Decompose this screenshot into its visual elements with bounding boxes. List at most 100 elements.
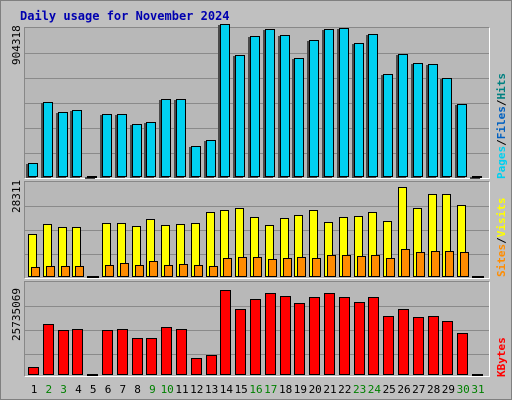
bar-pages-day-3 bbox=[57, 111, 68, 177]
bar-sites-day-15 bbox=[238, 256, 248, 277]
bar-pages-day-23 bbox=[353, 42, 364, 177]
legend-visits-text: Sites/Visits bbox=[495, 198, 508, 278]
bar-pages-day-8 bbox=[131, 123, 142, 177]
bar-kbytes-day-29 bbox=[442, 320, 454, 375]
x-tick-label-day-28: 28 bbox=[426, 383, 441, 396]
bar-kbytes-day-28 bbox=[427, 316, 439, 375]
bar-pages-day-6 bbox=[102, 113, 112, 177]
x-tick-label-day-16: 16 bbox=[249, 383, 263, 396]
bar-pages-day-13 bbox=[205, 139, 216, 177]
x-tick-label-day-26: 26 bbox=[397, 383, 411, 396]
x-tick-label-day-1: 1 bbox=[30, 383, 38, 396]
bar-sites-day-21 bbox=[327, 255, 336, 277]
x-tick-label-day-13: 13 bbox=[204, 383, 219, 396]
bar-pages-day-19 bbox=[294, 57, 305, 177]
bar-kbytes-day-16 bbox=[250, 298, 261, 375]
bar-sites-day-31 bbox=[475, 276, 484, 278]
bar-kbytes-day-14 bbox=[220, 290, 232, 375]
bar-pages-day-5 bbox=[87, 176, 98, 178]
bar-pages-day-10 bbox=[161, 98, 172, 177]
legend-entry-pages: Pages bbox=[495, 145, 508, 179]
bar-pages-day-7 bbox=[116, 113, 127, 177]
legend-entry-files: Files bbox=[495, 106, 508, 140]
bar-kbytes-day-15 bbox=[235, 308, 247, 375]
bar-sites-day-3 bbox=[60, 265, 70, 277]
bar-pages-day-22 bbox=[338, 28, 349, 177]
bar-sites-day-28 bbox=[430, 251, 440, 277]
bar-kbytes-day-3 bbox=[57, 330, 69, 375]
bar-pages-day-11 bbox=[176, 99, 186, 177]
bar-pages-day-29 bbox=[442, 77, 453, 177]
bar-sites-day-17 bbox=[267, 258, 277, 277]
bar-pages-day-15 bbox=[235, 55, 246, 177]
bar-sites-day-6 bbox=[105, 264, 114, 277]
bar-kbytes-day-26 bbox=[398, 309, 409, 375]
legend-entry-sites: Sites bbox=[495, 243, 508, 277]
x-tick-label-day-14: 14 bbox=[219, 383, 234, 396]
bar-sites-day-22 bbox=[341, 254, 351, 277]
chart-title: Daily usage for November 2024 bbox=[20, 9, 230, 23]
legend-entry-kbytes: KBytes bbox=[495, 337, 508, 377]
bar-sites-day-27 bbox=[415, 252, 425, 277]
bar-sites-day-9 bbox=[149, 261, 159, 277]
bar-kbytes-day-2 bbox=[42, 323, 54, 375]
bar-kbytes-day-10 bbox=[161, 326, 173, 375]
x-tick-label-day-21: 21 bbox=[323, 383, 337, 396]
bar-sites-day-23 bbox=[356, 256, 366, 277]
x-tick-label-day-22: 22 bbox=[338, 383, 352, 396]
x-tick-label-day-20: 20 bbox=[308, 383, 322, 396]
bar-kbytes-day-7 bbox=[116, 329, 128, 375]
x-tick-label-day-9: 9 bbox=[149, 383, 156, 396]
bar-kbytes-day-17 bbox=[264, 292, 276, 375]
gridline bbox=[25, 206, 489, 207]
bar-pages-day-24 bbox=[368, 34, 379, 177]
bar-kbytes-day-27 bbox=[412, 316, 424, 375]
x-tick-label-day-29: 29 bbox=[441, 383, 456, 396]
bar-kbytes-day-23 bbox=[353, 302, 365, 375]
legend-separator: / bbox=[495, 237, 508, 244]
legend-hits-text: Pages/Files/Hits bbox=[495, 73, 508, 179]
bar-sites-day-26 bbox=[401, 248, 410, 277]
bar-kbytes-day-22 bbox=[338, 296, 350, 375]
bar-sites-day-2 bbox=[45, 265, 55, 277]
bar-kbytes-day-21 bbox=[324, 292, 335, 375]
bar-kbytes-day-20 bbox=[309, 296, 321, 375]
x-tick-label-day-17: 17 bbox=[264, 383, 278, 396]
x-tick-label-day-25: 25 bbox=[382, 383, 396, 396]
bar-pages-day-17 bbox=[264, 29, 275, 177]
bar-kbytes-day-5 bbox=[87, 374, 99, 376]
bar-sites-day-14 bbox=[223, 257, 233, 277]
bar-pages-day-25 bbox=[383, 74, 394, 177]
x-tick-label-day-2: 2 bbox=[45, 383, 53, 396]
bar-pages-day-27 bbox=[412, 62, 423, 177]
x-tick-label-day-19: 19 bbox=[293, 383, 308, 396]
bar-kbytes-day-1 bbox=[28, 366, 39, 375]
bar-kbytes-day-9 bbox=[146, 338, 158, 375]
bar-kbytes-day-24 bbox=[368, 297, 380, 375]
bar-sites-day-29 bbox=[445, 251, 455, 277]
bar-pages-day-28 bbox=[427, 64, 438, 177]
bar-sites-day-24 bbox=[371, 254, 381, 277]
x-tick-label-day-3: 3 bbox=[60, 383, 67, 396]
legend-separator: / bbox=[495, 99, 508, 107]
bar-pages-day-1 bbox=[28, 162, 38, 177]
bar-kbytes-day-6 bbox=[102, 330, 113, 375]
bar-pages-day-26 bbox=[398, 54, 408, 177]
bar-sites-day-12 bbox=[193, 264, 203, 277]
bar-kbytes-day-25 bbox=[383, 315, 395, 375]
bar-sites-day-7 bbox=[119, 263, 129, 277]
y-max-label-kbytes: 25735069 bbox=[10, 288, 23, 341]
x-tick-label-day-7: 7 bbox=[119, 383, 127, 396]
bar-kbytes-day-11 bbox=[176, 329, 187, 375]
bar-pages-day-31 bbox=[472, 176, 482, 178]
x-tick-label-day-11: 11 bbox=[175, 383, 189, 396]
bar-kbytes-day-19 bbox=[294, 302, 306, 375]
bar-sites-day-13 bbox=[208, 265, 218, 277]
x-tick-label-day-15: 15 bbox=[234, 383, 248, 396]
bar-pages-day-12 bbox=[190, 146, 201, 177]
bar-sites-day-10 bbox=[164, 265, 174, 277]
x-tick-label-day-8: 8 bbox=[134, 383, 141, 396]
x-tick-label-day-12: 12 bbox=[190, 383, 204, 396]
x-tick-label-day-18: 18 bbox=[278, 383, 293, 396]
